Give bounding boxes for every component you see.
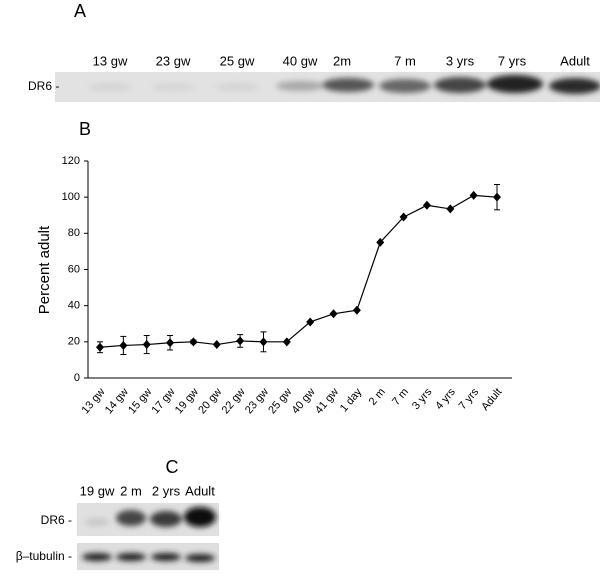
marker: [352, 305, 361, 315]
x-tick-label: 17 gw: [150, 386, 178, 416]
marker: [306, 317, 315, 327]
lane-label: Adult: [185, 483, 215, 498]
marker: [399, 212, 408, 222]
x-tick-label: 20 gw: [196, 386, 224, 416]
x-tick-label: 41 gw: [313, 386, 341, 416]
lane-label: 7 m: [394, 53, 416, 68]
x-tick-label: 40 gw: [290, 386, 318, 416]
marker: [96, 342, 104, 352]
lane-label: 2m: [333, 53, 351, 68]
marker: [142, 340, 151, 350]
x-tick-label: 25 gw: [266, 386, 294, 416]
lane-label: 3 yrs: [446, 53, 475, 68]
lane-label: 13 gw: [93, 53, 128, 68]
x-tick-label: 23 gw: [243, 386, 271, 416]
x-tick-label: 15 gw: [126, 386, 154, 416]
marker: [259, 337, 268, 347]
x-tick-label: 2 m: [367, 386, 388, 408]
panel-letter: A: [74, 1, 86, 21]
marker: [189, 337, 198, 347]
lane-label: 7 yrs: [498, 53, 527, 68]
data-line: [99, 194, 498, 348]
lane-labels: 13 gw 23 gw 25 gw 40 gw 2m 7 m 3 yrs 7 yrs Adult: [93, 53, 591, 68]
y-tick-label: 100: [62, 191, 80, 203]
x-tick-label: 3 yrs: [410, 386, 435, 412]
lane-label: Adult: [560, 53, 590, 68]
y-tick-label: 20: [68, 336, 80, 348]
lane-label: 2 m: [120, 483, 142, 498]
row-label: DR6 -: [28, 79, 59, 93]
y-tick-label: 80: [68, 227, 80, 239]
row-label: DR6 -: [41, 513, 72, 527]
y-tick-label: 0: [74, 372, 80, 384]
x-tick-label: 7 m: [390, 386, 411, 408]
y-tick-label: 40: [68, 300, 80, 312]
lane-label: 25 gw: [220, 53, 255, 68]
marker: [282, 337, 291, 347]
x-tick-label: 13 gw: [79, 386, 107, 416]
marker: [119, 340, 128, 350]
lane-label: 2 yrs: [152, 483, 181, 498]
x-tick-label: 7 yrs: [457, 386, 482, 412]
marker: [329, 309, 338, 319]
lane-label: 40 gw: [283, 53, 318, 68]
marker: [493, 192, 501, 202]
x-tick-label: 4 yrs: [433, 386, 458, 412]
marker: [422, 200, 431, 210]
panel-letter: C: [166, 457, 179, 477]
marker: [166, 338, 175, 348]
marker: [446, 204, 455, 214]
x-tick-label: Adult: [479, 386, 504, 413]
bands: [82, 507, 216, 562]
x-tick-label: 1 day: [338, 386, 365, 415]
marker: [212, 340, 221, 350]
marker: [236, 336, 245, 346]
x-tick-label: 19 gw: [173, 386, 201, 416]
y-axis-label: Percent adult: [36, 225, 53, 314]
y-tick-label: 120: [62, 155, 80, 167]
marker: [376, 237, 385, 247]
x-tick-label: 22 gw: [220, 386, 248, 416]
lane-label: 19 gw: [80, 483, 115, 498]
y-tick-label: 60: [68, 263, 80, 275]
lane-labels: 19 gw 2 m 2 yrs Adult: [80, 483, 216, 498]
x-tick-label: 14 gw: [103, 386, 131, 416]
row-label: β–tubulin -: [16, 549, 72, 563]
marker: [469, 190, 478, 200]
panel-letter: B: [79, 119, 91, 139]
lane-label: 23 gw: [156, 53, 191, 68]
bands: [88, 75, 600, 94]
